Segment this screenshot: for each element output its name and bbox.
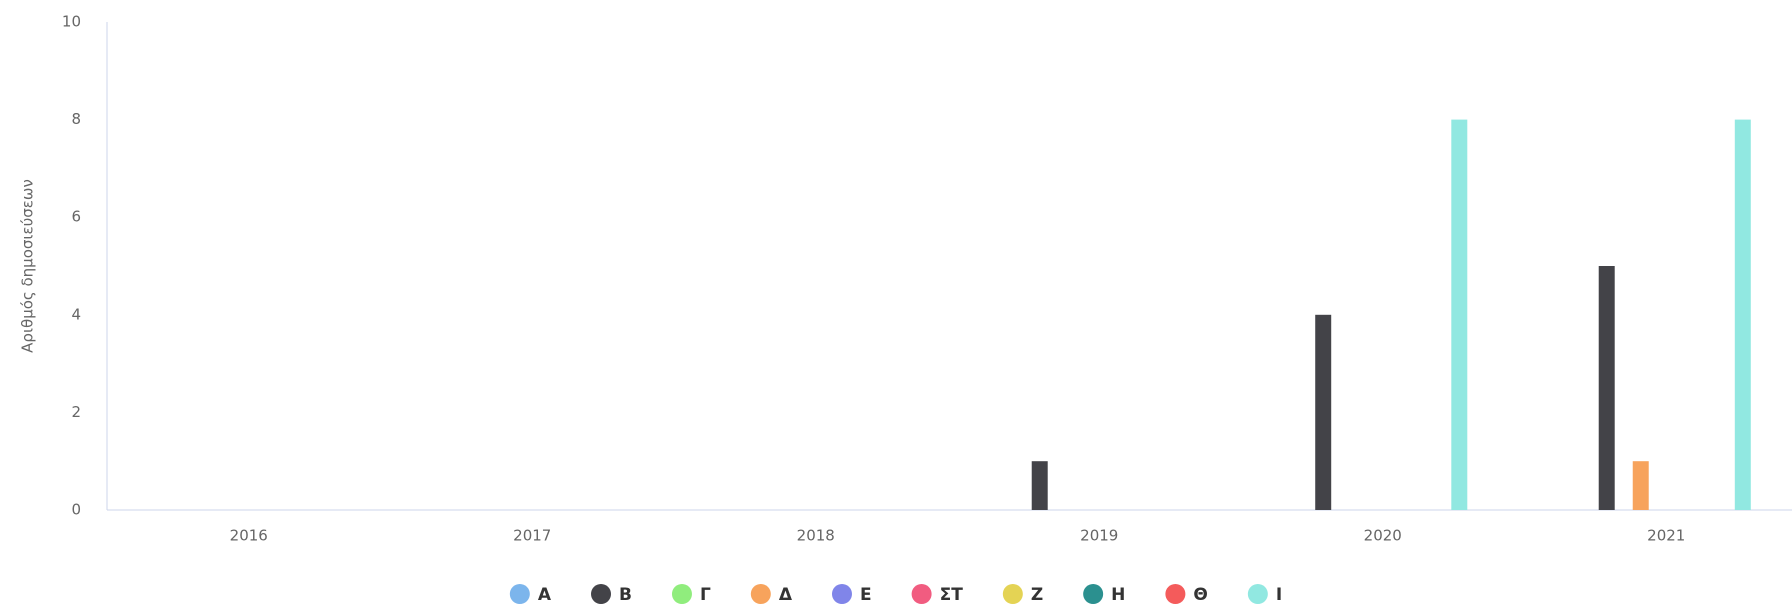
y-tick-label: 10	[62, 13, 81, 31]
x-tick-label: 2016	[230, 527, 268, 545]
y-tick-label: 0	[71, 501, 81, 519]
legend-label: Β	[619, 585, 632, 605]
x-tick-label: 2021	[1647, 527, 1685, 545]
bar	[1031, 461, 1048, 510]
legend-marker	[1002, 584, 1023, 604]
x-tick-label: 2020	[1364, 527, 1402, 545]
legend-marker	[831, 584, 852, 604]
x-tick-label: 2019	[1080, 527, 1118, 545]
bar	[1598, 266, 1615, 510]
legend-label: Θ	[1193, 585, 1207, 605]
bar	[1315, 314, 1332, 510]
y-axis-label: Αριθμός δημοσιεύσεων	[19, 179, 37, 353]
y-tick-label: 6	[71, 208, 81, 226]
legend-label: ΣΤ	[940, 585, 964, 605]
bar	[1734, 119, 1751, 510]
legend-marker	[911, 584, 932, 604]
y-tick-label: 2	[71, 403, 81, 421]
x-tick-label: 2017	[513, 527, 551, 545]
legend-marker	[750, 584, 771, 604]
legend-marker	[1165, 584, 1186, 604]
legend-label: Ε	[860, 585, 872, 605]
y-tick-label: 4	[71, 305, 81, 323]
legend-marker	[1247, 584, 1268, 604]
legend-label: Η	[1111, 585, 1125, 605]
legend-marker	[1083, 584, 1104, 604]
legend-label: Α	[538, 585, 552, 605]
legend-label: Γ	[700, 585, 711, 605]
legend-label: Ζ	[1031, 585, 1043, 605]
legend-marker	[671, 584, 692, 604]
x-tick-label: 2018	[797, 527, 835, 545]
legend-label: Ι	[1276, 585, 1282, 605]
legend-marker	[509, 584, 530, 604]
y-tick-label: 8	[71, 110, 81, 128]
legend-marker	[591, 584, 611, 604]
bar	[1451, 119, 1468, 510]
legend-label: Δ	[779, 585, 793, 605]
bar	[1632, 461, 1649, 510]
